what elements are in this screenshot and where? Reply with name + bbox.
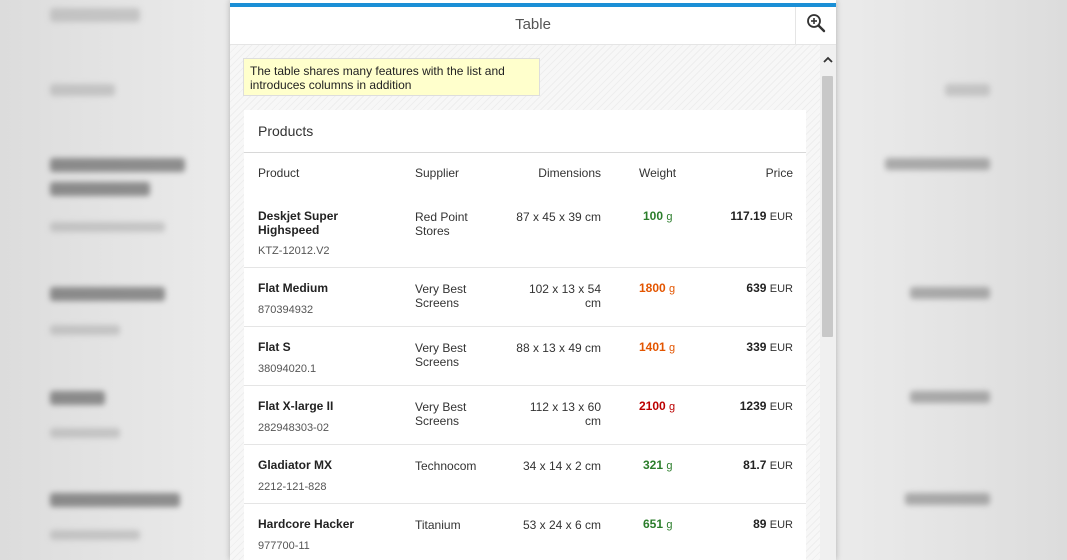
price-currency: EUR xyxy=(769,519,793,531)
dimensions: 102 x 13 x 54 cm xyxy=(528,282,601,310)
price-value: 339 xyxy=(746,340,767,354)
dimensions: 87 x 45 x 39 cm xyxy=(516,210,601,224)
product-id: 282948303-02 xyxy=(258,422,329,434)
product-id: KTZ-12012.V2 xyxy=(258,245,330,257)
supplier: Very Best Screens xyxy=(415,400,467,428)
table-row[interactable]: Gladiator MX 2212-121-828 Technocom 34 x… xyxy=(244,445,806,504)
product-name: Flat X-large II xyxy=(258,399,334,413)
column-header-weight[interactable]: Weight xyxy=(639,166,677,180)
weight-unit: g xyxy=(669,401,676,413)
weight-unit: g xyxy=(669,283,676,295)
weight-value: 2100 xyxy=(639,399,666,413)
price: 1239 EUR xyxy=(684,399,793,414)
product-id: 2212-121-828 xyxy=(258,481,327,493)
price-currency: EUR xyxy=(769,401,793,413)
weight-unit: g xyxy=(669,342,676,354)
price-value: 1239 xyxy=(739,399,767,413)
table-row[interactable]: Flat X-large II 282948303-02 Very Best S… xyxy=(244,386,806,445)
price: 89 EUR xyxy=(684,517,793,532)
supplier: Very Best Screens xyxy=(415,282,467,310)
weight: 321 g xyxy=(643,458,673,473)
table-dialog: Table The table shares many features wit… xyxy=(230,0,836,560)
accent-bar xyxy=(230,3,836,7)
price-currency: EUR xyxy=(769,342,793,354)
weight-unit: g xyxy=(666,460,673,472)
price: 339 EUR xyxy=(684,340,793,355)
weight: 2100 g xyxy=(639,399,675,414)
table-header: Product Supplier Dimensions Weight Price xyxy=(244,152,806,196)
product-id: 870394932 xyxy=(258,304,314,316)
supplier: Technocom xyxy=(415,459,477,473)
product-name: Hardcore Hacker xyxy=(258,517,355,531)
column-header-dimensions[interactable]: Dimensions xyxy=(538,166,601,180)
price: 81.7 EUR xyxy=(684,458,793,473)
column-header-supplier[interactable]: Supplier xyxy=(415,166,460,180)
product-name: Flat Medium xyxy=(258,281,329,295)
dialog-header: Table xyxy=(230,7,836,45)
product-id: 38094020.1 xyxy=(258,363,317,375)
weight: 100 g xyxy=(643,209,673,224)
price-currency: EUR xyxy=(769,460,793,472)
column-header-price[interactable]: Price xyxy=(765,166,793,180)
table-row[interactable]: Flat S 38094020.1 Very Best Screens 88 x… xyxy=(244,327,806,386)
dimensions: 34 x 14 x 2 cm xyxy=(522,459,601,473)
table-row[interactable]: Hardcore Hacker 977700-11 Titanium 53 x … xyxy=(244,504,806,560)
zoom-button[interactable] xyxy=(795,7,836,44)
weight-value: 321 xyxy=(643,458,664,472)
weight-unit: g xyxy=(666,211,673,223)
price-value: 81.7 xyxy=(743,458,767,472)
product-id: 977700-11 xyxy=(258,540,310,552)
weight-value: 100 xyxy=(643,209,664,223)
price-currency: EUR xyxy=(769,211,793,223)
price: 639 EUR xyxy=(684,281,793,296)
weight-value: 1401 xyxy=(639,340,666,354)
price-value: 639 xyxy=(746,281,767,295)
supplier: Titanium xyxy=(415,518,461,532)
dimensions: 112 x 13 x 60 cm xyxy=(529,400,601,428)
price-currency: EUR xyxy=(769,283,793,295)
supplier: Red Point Stores xyxy=(415,210,468,238)
price: 117.19 EUR xyxy=(684,209,793,224)
products-table: Products Product Supplier Dimensions Wei… xyxy=(244,110,806,560)
table-title: Products xyxy=(258,123,314,139)
price-value: 117.19 xyxy=(730,209,767,223)
zoom-in-icon xyxy=(806,13,826,38)
info-note: The table shares many features with the … xyxy=(243,58,540,96)
weight: 1800 g xyxy=(639,281,675,296)
table-row[interactable]: Deskjet Super Highspeed KTZ-12012.V2 Red… xyxy=(244,195,806,268)
dimensions: 53 x 24 x 6 cm xyxy=(522,518,601,532)
vertical-scrollbar[interactable] xyxy=(820,45,836,560)
weight-value: 1800 xyxy=(639,281,666,295)
price-value: 89 xyxy=(753,517,767,531)
scroll-up-button[interactable] xyxy=(822,55,834,67)
weight-unit: g xyxy=(666,519,673,531)
scroll-thumb[interactable] xyxy=(822,76,833,337)
product-name: Flat S xyxy=(258,340,291,354)
table-row[interactable]: Flat Medium 870394932 Very Best Screens … xyxy=(244,268,806,327)
dialog-content: The table shares many features with the … xyxy=(230,45,820,560)
weight: 1401 g xyxy=(639,340,675,355)
weight-value: 651 xyxy=(643,517,664,531)
column-header-product[interactable]: Product xyxy=(258,166,300,180)
product-name: Gladiator MX xyxy=(258,458,333,472)
weight: 651 g xyxy=(643,517,673,532)
product-name: Deskjet Super Highspeed xyxy=(258,209,339,237)
chevron-up-icon xyxy=(822,52,834,70)
dialog-title: Table xyxy=(515,16,551,33)
dimensions: 88 x 13 x 49 cm xyxy=(516,341,601,355)
supplier: Very Best Screens xyxy=(415,341,467,369)
